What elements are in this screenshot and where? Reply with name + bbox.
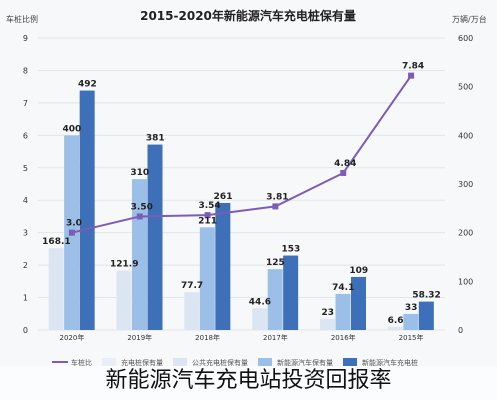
bar-value-label: 77.7 bbox=[181, 281, 203, 291]
legend-label: 新能源汽车充电桩 bbox=[362, 358, 418, 367]
bar-value-label: 74.1 bbox=[332, 283, 354, 293]
line-point bbox=[136, 213, 143, 220]
bar bbox=[403, 313, 419, 330]
bar-value-label: 23 bbox=[321, 308, 334, 318]
right-tick-label: 0 bbox=[458, 326, 463, 335]
bar-value-label: 6.6 bbox=[388, 316, 404, 326]
legend-swatch bbox=[258, 358, 272, 366]
bar bbox=[320, 318, 335, 330]
category-label: 2020年 bbox=[60, 333, 85, 342]
legend: 车桩比 充电桩保有量 公共充电桩保有量 新能源汽车保有量 新能源汽车充电桩 bbox=[52, 358, 418, 367]
bar-value-label: 58.32 bbox=[412, 291, 440, 301]
bar bbox=[283, 255, 299, 330]
bar bbox=[351, 276, 366, 330]
right-tick-label: 300 bbox=[458, 180, 473, 189]
left-tick-label: 1 bbox=[23, 294, 28, 303]
category-label: 2017年 bbox=[263, 333, 288, 342]
left-axis-unit: 车桩比例 bbox=[6, 14, 38, 24]
bar-value-label: 33 bbox=[405, 303, 418, 313]
bar-value-label: 310 bbox=[130, 168, 149, 178]
line-point bbox=[272, 203, 279, 210]
left-tick-label: 8 bbox=[23, 66, 28, 75]
legend-swatch bbox=[343, 358, 357, 366]
bar-value-label: 168.1 bbox=[42, 237, 70, 247]
bar bbox=[48, 248, 64, 330]
line-point bbox=[204, 212, 211, 219]
left-tick-label: 7 bbox=[23, 99, 28, 108]
left-tick-label: 6 bbox=[23, 131, 28, 140]
line-value-label: 4.84 bbox=[334, 159, 356, 169]
left-tick-label: 3 bbox=[23, 229, 28, 238]
line-value-label: 3.81 bbox=[266, 192, 288, 202]
series-line bbox=[71, 75, 412, 234]
left-tick-label: 9 bbox=[23, 34, 28, 43]
bar-value-label: 211 bbox=[198, 216, 217, 226]
right-tick-label: 100 bbox=[458, 277, 473, 286]
bar bbox=[199, 227, 215, 330]
chart-title: 2015-2020年新能源汽车充电桩保有量 bbox=[140, 8, 356, 23]
line-value-label: 3.50 bbox=[131, 202, 153, 212]
left-tick-label: 2 bbox=[23, 261, 28, 270]
bar bbox=[267, 269, 283, 330]
legend-label: 新能源汽车保有量 bbox=[277, 358, 333, 367]
bar bbox=[335, 293, 351, 330]
label-layer: 168.1 400 492 2020年 121.9 310 381 2019年 77.7 211 2… bbox=[42, 62, 441, 342]
bar bbox=[116, 270, 132, 330]
bar-value-label: 109 bbox=[349, 266, 368, 276]
line-value-label: 7.84 bbox=[402, 62, 424, 72]
right-tick-label: 400 bbox=[458, 131, 473, 140]
category-label: 2019年 bbox=[127, 333, 152, 342]
line-point bbox=[408, 72, 415, 79]
category-label: 2015年 bbox=[399, 333, 424, 342]
bar bbox=[387, 326, 403, 330]
right-tick-label: 600 bbox=[458, 34, 473, 43]
bar-value-label: 400 bbox=[63, 124, 82, 134]
legend-swatch bbox=[173, 358, 187, 366]
bar-value-label: 492 bbox=[78, 80, 97, 90]
category-label: 2018年 bbox=[195, 333, 220, 342]
bar-value-label: 153 bbox=[282, 245, 301, 255]
bar-value-label: 125 bbox=[266, 258, 285, 268]
right-tick-label: 500 bbox=[458, 83, 473, 92]
legend-label: 充电桩保有量 bbox=[121, 358, 163, 367]
line-point bbox=[68, 229, 75, 236]
line-value-label: 3.0 bbox=[66, 219, 82, 229]
line-point bbox=[340, 169, 347, 176]
grid-layer: 9 8 7 6 5 4 3 2 1 0 600 500 400 300 200 100 0 bbox=[23, 34, 473, 335]
legend-label: 公共充电桩保有量 bbox=[192, 358, 248, 367]
line-value-label: 3.54 bbox=[198, 201, 220, 211]
bar-value-label: 381 bbox=[146, 134, 165, 144]
bar bbox=[79, 90, 95, 330]
left-tick-label: 0 bbox=[23, 326, 28, 335]
bar bbox=[184, 292, 200, 330]
legend-swatch bbox=[102, 358, 116, 366]
bar bbox=[147, 144, 163, 330]
caption: 新能源汽车充电站投资回报率 bbox=[0, 366, 497, 400]
bar-value-label: 44.6 bbox=[249, 297, 271, 307]
line-layer bbox=[68, 72, 415, 236]
bar bbox=[418, 301, 434, 330]
category-label: 2016年 bbox=[331, 333, 356, 342]
right-axis-unit: 万辆/万台 bbox=[452, 14, 487, 24]
bar-value-label: 261 bbox=[214, 192, 233, 202]
bar bbox=[215, 202, 231, 330]
left-tick-label: 5 bbox=[23, 164, 28, 173]
legend-label: 车桩比 bbox=[71, 358, 92, 367]
left-tick-label: 4 bbox=[23, 196, 28, 205]
right-tick-label: 200 bbox=[458, 229, 473, 238]
bar bbox=[252, 308, 268, 330]
bar-value-label: 121.9 bbox=[110, 260, 138, 270]
